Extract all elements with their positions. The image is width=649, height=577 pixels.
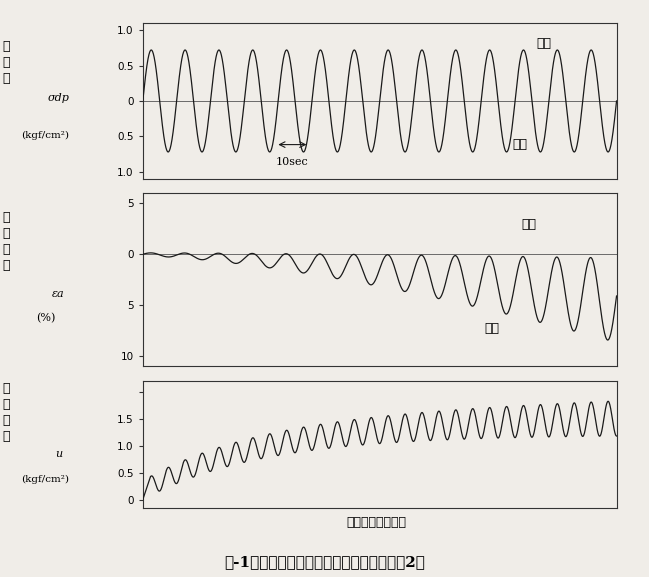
Text: 伸張: 伸張 [484,322,499,335]
Text: u: u [55,449,62,459]
Text: 軸
ひ
ず
み: 軸 ひ ず み [3,211,10,272]
Text: (kgf/cm²): (kgf/cm²) [21,475,69,485]
Text: (kgf/cm²): (kgf/cm²) [21,130,69,140]
Text: 10sec: 10sec [276,157,309,167]
Text: 伸張: 伸張 [512,138,528,151]
Text: 圧縮: 圧縮 [536,37,551,50]
Text: 間
隙
水
圧: 間 隙 水 圧 [3,382,10,443]
Text: タイムグラフの例: タイムグラフの例 [347,516,406,529]
Text: (%): (%) [36,313,55,323]
Text: εa: εa [52,288,65,299]
Text: 図-1　繰返し三軸試験のタイムグラフの例2）: 図-1 繰返し三軸試験のタイムグラフの例2） [224,556,425,569]
Text: 軸
荷
重: 軸 荷 重 [3,40,10,84]
Text: σdp: σdp [47,93,69,103]
Text: 圧縮: 圧縮 [522,218,537,231]
